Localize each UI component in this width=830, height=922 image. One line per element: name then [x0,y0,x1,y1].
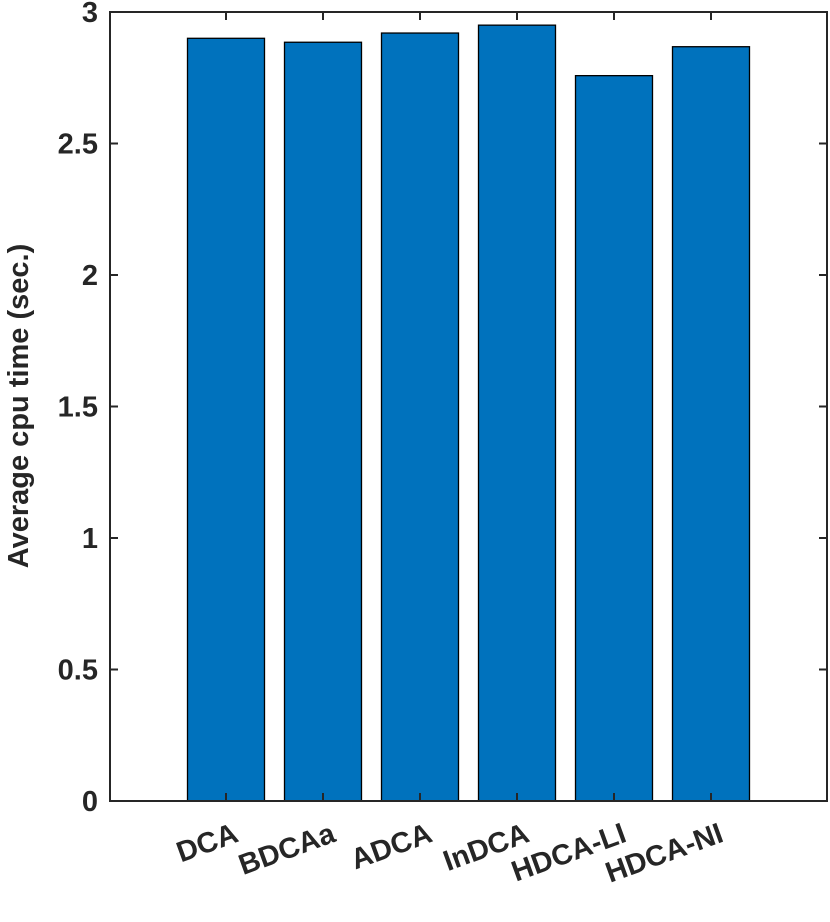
y-tick-label: 1 [82,523,98,555]
bar-hdca-li [574,74,654,802]
bar-indca [477,24,557,802]
bar-bdcaa [283,41,363,802]
y-tick-label: 0.5 [58,655,98,687]
bar-dca [186,37,266,802]
y-tick-label: 0 [82,786,98,818]
bar-adca [380,32,460,802]
x-tick-label-adca: ADCA [347,817,437,876]
bars-group [186,24,751,802]
bar-hdca-ni [671,46,751,802]
y-tick-label: 2.5 [58,129,98,161]
y-tick-label: 2 [82,260,98,292]
y-axis-label: Average cpu time (sec.) [3,244,35,569]
y-ticks-group: 0 0.5 1 1.5 2 2.5 3 [58,0,827,818]
x-tick-label-dca: DCA [172,817,242,869]
y-tick-label: 3 [82,0,98,29]
x-tick-label-bdcaa: BDCAa [235,817,341,882]
y-tick-label: 1.5 [58,392,98,424]
